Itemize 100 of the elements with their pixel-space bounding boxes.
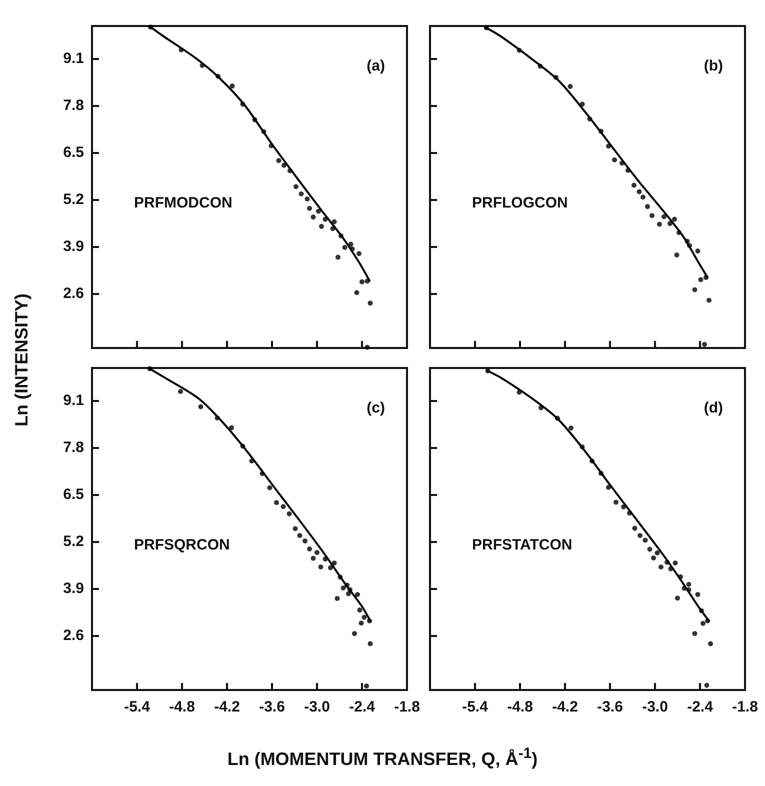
point (356, 251, 362, 256)
point (654, 550, 660, 556)
point (304, 196, 310, 202)
y-tick-label: 3.9 (63, 238, 84, 256)
point (704, 682, 710, 688)
point (297, 533, 302, 538)
point (658, 564, 664, 570)
x-tick-label: -4.2 (214, 698, 240, 716)
point (568, 426, 574, 431)
point (692, 631, 698, 636)
point (364, 344, 370, 350)
annotation: (a) (366, 58, 385, 74)
point (668, 221, 672, 226)
point (302, 538, 308, 544)
point (358, 620, 364, 626)
x-tick-label: -1.8 (732, 698, 758, 716)
point (612, 157, 617, 162)
point (334, 596, 340, 601)
point (662, 214, 666, 220)
point (636, 189, 642, 194)
point (642, 538, 648, 543)
point (614, 500, 618, 505)
point (621, 504, 626, 510)
y-tick-label: 2.6 (63, 285, 84, 302)
point (686, 582, 692, 587)
point (368, 300, 373, 306)
y-tick-label: 6.5 (63, 486, 84, 504)
point (178, 389, 183, 394)
point (352, 631, 357, 636)
y-tick-label: 3.9 (63, 580, 84, 598)
annotation: PRFMODCON (134, 194, 232, 212)
point (692, 287, 698, 292)
y-tick-label: 7.8 (63, 439, 84, 456)
point (700, 620, 706, 626)
point (695, 248, 700, 254)
point (340, 585, 346, 590)
point (342, 244, 348, 250)
point (357, 608, 362, 613)
x-tick-label: -5.4 (462, 698, 489, 716)
annotation: PRFLOGCON (472, 194, 568, 212)
point (672, 560, 678, 566)
x-tick-label: -1.8 (394, 698, 420, 716)
point (314, 550, 320, 556)
point (362, 614, 367, 620)
x-tick-label: -3.6 (259, 698, 285, 716)
point (332, 560, 337, 566)
point (706, 298, 712, 303)
x-tick-label: -4.8 (507, 698, 533, 716)
point (310, 214, 316, 220)
point (230, 84, 235, 89)
point (647, 546, 652, 552)
point (310, 556, 316, 561)
point (292, 526, 298, 532)
point (319, 224, 324, 229)
y-axis-title: Ln (INTENSITY) (12, 294, 32, 426)
point (632, 182, 636, 188)
point (702, 342, 707, 347)
point (645, 204, 650, 210)
point (354, 290, 360, 296)
annotation: (b) (704, 58, 723, 74)
point (328, 565, 333, 570)
point (568, 84, 573, 89)
point (698, 277, 704, 282)
point (348, 242, 354, 247)
y-tick-label: 9.1 (63, 392, 84, 410)
point (280, 504, 286, 510)
x-tick-label: -3.0 (642, 698, 668, 716)
point (632, 526, 638, 531)
point (307, 206, 312, 211)
point (674, 252, 680, 258)
point (651, 555, 656, 560)
point (695, 592, 700, 597)
point (336, 254, 340, 260)
point (229, 425, 234, 430)
point (198, 404, 204, 410)
y-tick-label: 7.8 (63, 97, 84, 114)
y-tick-label: 6.5 (63, 144, 84, 162)
point (638, 533, 642, 538)
x-tick-label: -4.8 (169, 698, 195, 716)
point (657, 222, 662, 227)
point (298, 191, 304, 196)
point (675, 596, 680, 601)
point (364, 684, 369, 689)
point (346, 591, 351, 596)
point (267, 485, 272, 490)
y-tick-label: 5.2 (63, 533, 84, 550)
point (368, 641, 373, 646)
point (276, 158, 282, 164)
point (606, 484, 611, 490)
x-axis-title: Ln (MOMENTUM TRANSFER, Q, Å$^{-1}$) (226, 745, 539, 770)
x-tick-label: -3.0 (304, 698, 330, 716)
point (708, 641, 713, 646)
annotation: PRFSTATCON (472, 536, 572, 554)
x-tick-label: -3.6 (597, 698, 623, 716)
x-tick-label: -4.2 (552, 698, 578, 716)
point (294, 184, 298, 190)
point (650, 213, 654, 218)
point (307, 546, 312, 552)
x-tick-label: -2.4 (349, 698, 376, 716)
point (316, 208, 321, 214)
